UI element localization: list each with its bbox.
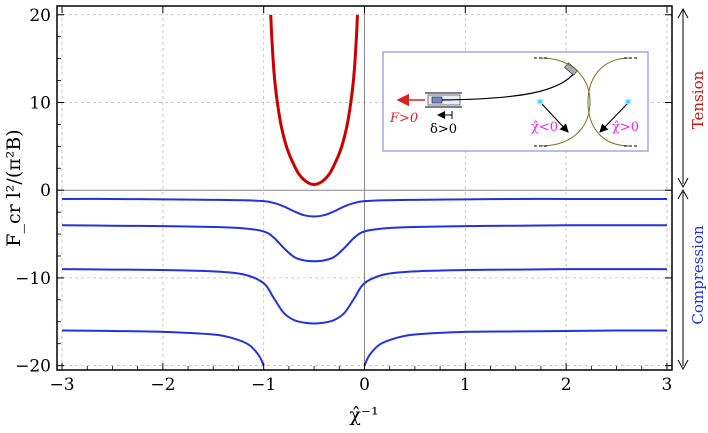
region-indicator: Tension Compression bbox=[677, 7, 707, 371]
x-tick-label: −2 bbox=[150, 375, 175, 395]
right-arc bbox=[587, 57, 631, 147]
tension-bottom-arrowhead bbox=[677, 177, 689, 189]
right-center-star-icon: ✶ bbox=[623, 95, 633, 109]
series-line-compression-2 bbox=[62, 224, 667, 263]
compression-label: Compression bbox=[689, 225, 707, 325]
rod-end-icon bbox=[431, 96, 443, 104]
inset-schematic: ✶ ✶ F>0 δ>0 χ̂<0 χ̂>0 bbox=[382, 51, 649, 152]
force-label: F>0 bbox=[389, 111, 418, 126]
series-line-compression-3 bbox=[62, 268, 667, 325]
series-line-compression-5 bbox=[363, 329, 667, 367]
y-tick-label: 20 bbox=[29, 6, 51, 26]
left-arc bbox=[539, 57, 591, 147]
rod-curve bbox=[441, 71, 576, 101]
compression-bottom-arrowhead bbox=[677, 359, 689, 371]
x-tick-label: 2 bbox=[561, 375, 572, 395]
x-axis-label: χ̂⁻¹ bbox=[349, 404, 378, 426]
tension-top-arrowhead bbox=[677, 7, 689, 19]
x-tick-label: 0 bbox=[359, 375, 370, 395]
right-radius-arrow bbox=[599, 103, 628, 133]
x-tick-label: −1 bbox=[251, 375, 276, 395]
series-line-compression-1 bbox=[62, 197, 667, 218]
inset-frame bbox=[382, 51, 649, 152]
chi-positive-label: χ̂>0 bbox=[612, 120, 639, 135]
displacement-label: δ>0 bbox=[430, 122, 457, 137]
x-tick-label: −3 bbox=[50, 375, 75, 395]
tension-label: Tension bbox=[689, 70, 707, 129]
chi-negative-label: χ̂<0 bbox=[531, 120, 558, 135]
y-tick-label: −10 bbox=[15, 269, 51, 289]
y-axis-label: F_cr l²/(π²B) bbox=[3, 129, 25, 246]
zero-axis-lines bbox=[57, 6, 672, 370]
y-tick-label: 0 bbox=[40, 181, 51, 201]
y-tick-label: 10 bbox=[29, 93, 51, 113]
compression-top-arrowhead bbox=[677, 188, 689, 200]
series-line-compression-4 bbox=[62, 329, 265, 367]
y-tick-label: −20 bbox=[15, 357, 51, 377]
x-tick-label: 3 bbox=[662, 375, 673, 395]
left-radius-arrow bbox=[541, 103, 569, 133]
series-line-tension-0 bbox=[269, 14, 359, 186]
x-tick-label: 1 bbox=[460, 375, 471, 395]
series-group bbox=[62, 14, 667, 367]
left-center-star-icon: ✶ bbox=[535, 95, 545, 109]
